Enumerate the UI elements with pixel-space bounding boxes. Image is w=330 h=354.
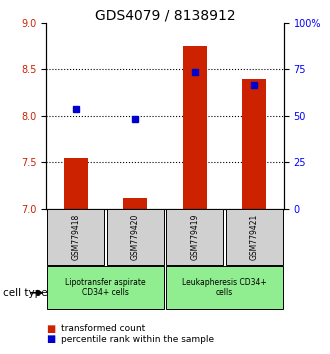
Bar	[183, 46, 207, 209]
Text: GSM779421: GSM779421	[249, 214, 259, 260]
Text: GDS4079 / 8138912: GDS4079 / 8138912	[95, 9, 235, 23]
Text: ■: ■	[46, 334, 55, 344]
FancyBboxPatch shape	[107, 210, 164, 265]
FancyBboxPatch shape	[226, 210, 282, 265]
Text: GSM779419: GSM779419	[190, 214, 199, 261]
Bar	[242, 79, 266, 209]
Text: ■: ■	[46, 324, 55, 333]
Text: Leukapheresis CD34+
cells: Leukapheresis CD34+ cells	[182, 278, 267, 297]
FancyBboxPatch shape	[166, 266, 282, 309]
Text: cell type: cell type	[3, 288, 48, 298]
FancyBboxPatch shape	[48, 266, 164, 309]
FancyBboxPatch shape	[166, 210, 223, 265]
Text: percentile rank within the sample: percentile rank within the sample	[61, 335, 214, 344]
Bar	[64, 158, 88, 209]
Text: Lipotransfer aspirate
CD34+ cells: Lipotransfer aspirate CD34+ cells	[65, 278, 146, 297]
Text: GSM779418: GSM779418	[71, 214, 81, 260]
Text: transformed count: transformed count	[61, 324, 145, 333]
Bar	[123, 198, 147, 209]
Text: GSM779420: GSM779420	[131, 214, 140, 261]
FancyBboxPatch shape	[48, 210, 104, 265]
